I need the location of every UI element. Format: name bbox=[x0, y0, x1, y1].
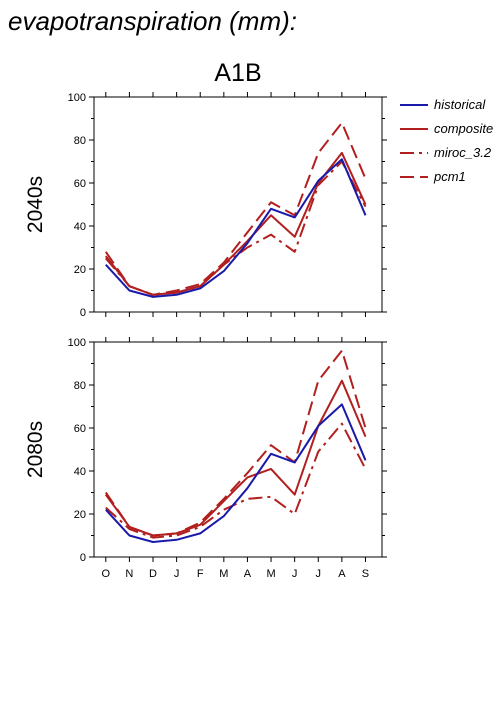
y-tick-label: 40 bbox=[74, 466, 86, 478]
series-line-miroc-3-2 bbox=[105, 422, 367, 539]
panel-label: 2080s bbox=[24, 421, 47, 478]
legend-label: historical bbox=[434, 97, 486, 112]
legend: historical composite miroc_3.2 pcm1 bbox=[400, 97, 493, 184]
y-tick-label: 40 bbox=[74, 221, 86, 233]
y-tick-label: 80 bbox=[74, 135, 86, 147]
legend-item: historical bbox=[400, 97, 486, 112]
plot-frame bbox=[93, 341, 383, 558]
x-tick-label: N bbox=[125, 568, 133, 580]
legend-item: composite bbox=[400, 121, 493, 136]
x-tick-label: F bbox=[197, 568, 204, 580]
y-tick-label: 80 bbox=[74, 380, 86, 392]
series-line-composite bbox=[104, 379, 367, 537]
y-tick-label: 20 bbox=[74, 509, 86, 521]
y-tick-label: 0 bbox=[80, 307, 86, 319]
y-tick-label: 20 bbox=[74, 264, 86, 276]
x-tick-label: M bbox=[219, 568, 228, 580]
scenario-title: A1B bbox=[214, 59, 261, 87]
panel-label: 2040s bbox=[24, 176, 47, 233]
page-title: evapotranspiration (mm): bbox=[8, 6, 297, 36]
series-line-pcm1 bbox=[104, 349, 367, 537]
x-tick-label: J bbox=[292, 568, 298, 580]
y-tick-label: 60 bbox=[74, 423, 86, 435]
panel-2040s: 0 20 40 60 80 100 2040s bbox=[24, 92, 387, 319]
y-tick-label: 60 bbox=[74, 178, 86, 190]
x-tick-label: M bbox=[266, 568, 275, 580]
legend-label: pcm1 bbox=[433, 169, 466, 184]
legend-label: composite bbox=[434, 121, 493, 136]
panel-2080s: 0 20 40 60 80 100 O N D J F M A M J J A S 2080s bbox=[24, 337, 387, 580]
x-tick-label: A bbox=[338, 568, 346, 580]
x-tick-label: A bbox=[244, 568, 252, 580]
legend-label: miroc_3.2 bbox=[434, 145, 492, 160]
series-line-historical bbox=[105, 158, 367, 298]
legend-item: pcm1 bbox=[400, 169, 466, 184]
legend-item: miroc_3.2 bbox=[400, 145, 492, 160]
chart-panels: 0 20 40 60 80 100 2040s 0 20 40 60 80 100 O N D J F M A M J J A… bbox=[24, 92, 387, 580]
x-tick-label: S bbox=[362, 568, 369, 580]
y-tick-label: 100 bbox=[68, 337, 86, 349]
y-tick-label: 100 bbox=[68, 92, 86, 104]
series-line-miroc-3-2 bbox=[105, 160, 367, 296]
x-tick-label: J bbox=[316, 568, 322, 580]
x-tick-label: O bbox=[102, 568, 111, 580]
x-tick-label: D bbox=[149, 568, 157, 580]
plot-frame bbox=[93, 96, 383, 313]
x-tick-label: J bbox=[174, 568, 180, 580]
series-line-pcm1 bbox=[104, 121, 367, 296]
series-line-historical bbox=[105, 403, 367, 543]
y-tick-label: 0 bbox=[80, 552, 86, 564]
